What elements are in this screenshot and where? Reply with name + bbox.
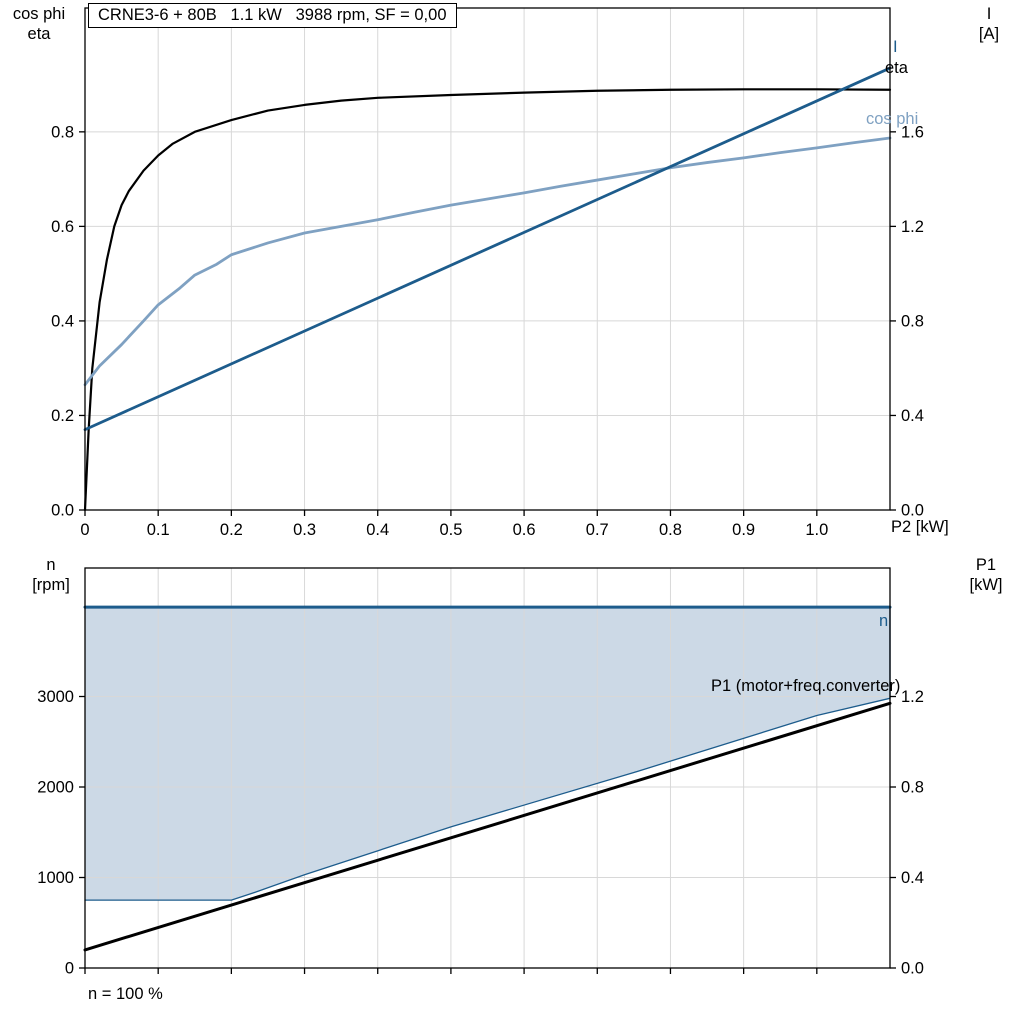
curve-label-I: I [893, 38, 898, 56]
left-tick-label: 0 [65, 960, 74, 978]
speed-range-fill [85, 607, 890, 901]
left-axis-title-top-chart: cos phi eta [4, 4, 74, 44]
left-tick-label: 0.4 [51, 312, 74, 330]
right-tick-label: 0.4 [901, 407, 924, 425]
x-tick-label: 0.2 [220, 521, 243, 539]
x-tick-label: 0.4 [366, 521, 389, 539]
left-axis-title-line1: cos phi [12, 5, 66, 23]
chart-frame [84, 567, 891, 969]
right-tick-label: 0.4 [901, 869, 924, 887]
left-axis-title-line2: [rpm] [32, 576, 70, 594]
right-axis-title-bottom-chart: P1 [kW] [958, 555, 1014, 595]
curve-label-cos-phi: cos phi [866, 110, 919, 128]
left-axis-title-line2: eta [27, 25, 51, 43]
left-tick-label: 0.2 [51, 407, 74, 425]
left-tick-label: 0.0 [51, 502, 74, 520]
right-tick-label: 0.8 [901, 312, 924, 330]
chart-title-box: CRNE3-6 + 80B 1.1 kW 3988 rpm, SF = 0,00 [88, 3, 457, 28]
chart-frame [84, 7, 891, 511]
x-tick-label: 0.6 [513, 521, 536, 539]
left-tick-label: 1000 [37, 869, 74, 887]
right-tick-label: 0.0 [901, 960, 924, 978]
curve-P1 [83, 701, 892, 952]
x-tick-label: 0.8 [659, 521, 682, 539]
x-tick-label: 1.0 [805, 521, 828, 539]
left-tick-label: 2000 [37, 779, 74, 797]
curve-I [83, 66, 892, 432]
right-tick-label: 1.6 [901, 123, 924, 141]
left-tick-label: 3000 [37, 688, 74, 706]
curve-cos_phi [83, 136, 892, 387]
x-tick-label: 0.1 [147, 521, 170, 539]
curve-eta [83, 88, 892, 512]
left-axis-title-line1: n [46, 556, 56, 574]
curve-n_min [84, 606, 891, 901]
x-tick-label: 0.5 [439, 521, 462, 539]
right-tick-label: 0.8 [901, 779, 924, 797]
right-axis-title-line1: I [986, 5, 992, 23]
right-tick-label: 0.0 [901, 502, 924, 520]
curve-label-n: n [879, 612, 889, 630]
left-tick-label: 0.6 [51, 218, 74, 236]
right-axis-title-line2: [kW] [969, 576, 1003, 594]
x-tick-label: 0.3 [293, 521, 316, 539]
right-tick-label: 1.2 [901, 688, 924, 706]
right-axis-title-line2: [A] [978, 25, 1000, 43]
speed-footnote: n = 100 % [88, 985, 163, 1003]
x-tick-label: 0.7 [586, 521, 609, 539]
right-tick-label: 1.2 [901, 218, 924, 236]
left-tick-label: 0.8 [51, 123, 74, 141]
x-tick-label: 0 [80, 521, 89, 539]
x-tick-label: 0.9 [732, 521, 755, 539]
right-axis-title-top-chart: I [A] [964, 4, 1014, 44]
curve-label-P1: P1 (motor+freq.converter) [711, 677, 901, 695]
x-axis-unit-label: P2 [kW] [891, 518, 949, 536]
right-axis-title-line1: P1 [975, 556, 997, 574]
left-axis-title-bottom-chart: n [rpm] [20, 555, 82, 595]
curve-label-eta: eta [885, 59, 908, 77]
